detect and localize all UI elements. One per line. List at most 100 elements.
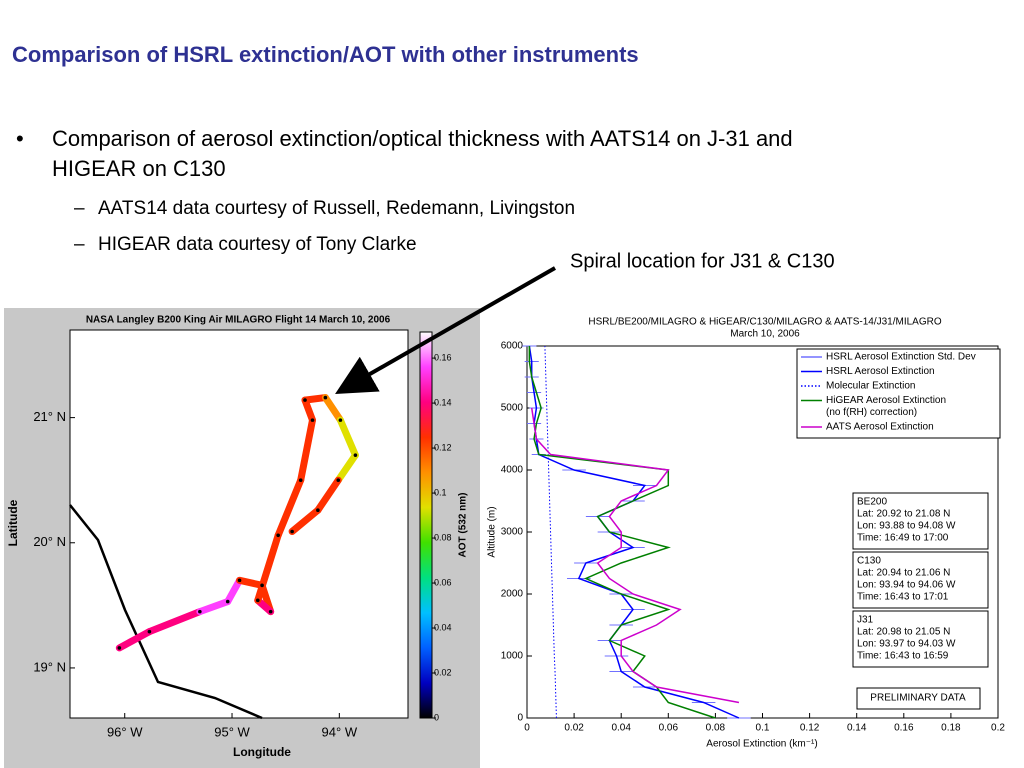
track-point (147, 629, 152, 634)
sub-bullet-text: HIGEAR data courtesy of Tony Clarke (98, 234, 417, 255)
series-line (528, 346, 716, 719)
info-box-line: Time: 16:43 to 17:01 (857, 592, 949, 603)
map-y-tick-label: 20° N (33, 534, 66, 549)
track-point (303, 398, 307, 402)
track-point (336, 478, 341, 482)
track-point (316, 508, 320, 513)
x-tick-label: 0.16 (894, 723, 914, 734)
y-tick-label: 3000 (501, 527, 524, 538)
map-x-tick-label: 95° W (214, 724, 250, 739)
note: PRELIMINARY DATA (870, 693, 966, 704)
x-tick-label: 0.2 (991, 723, 1005, 734)
y-tick-label: 1000 (501, 651, 524, 662)
sub-bullet-dash: – (74, 234, 85, 255)
y-tick-label: 5000 (501, 403, 524, 414)
info-box-line: Lon: 93.94 to 94.06 W (857, 580, 956, 591)
x-tick-label: 0.02 (564, 723, 584, 734)
track-point (255, 598, 260, 603)
track-point (225, 599, 230, 604)
map-y-label: Latitude (6, 499, 20, 546)
colorbar-tick-label: 0.12 (434, 442, 452, 452)
y-tick-label: 6000 (501, 341, 524, 352)
info-box-title: J31 (857, 615, 874, 626)
track-segment (115, 628, 153, 652)
y-tick-label: 0 (517, 713, 523, 724)
track-segment (274, 476, 305, 539)
legend-label: AATS Aerosol Extinction (826, 422, 934, 433)
x-tick-label: 0.06 (659, 723, 679, 734)
colorbar-tick-label: 0 (434, 712, 439, 722)
x-tick-label: 0.14 (847, 723, 867, 734)
bullet-dot: • (16, 126, 24, 151)
track-point (117, 646, 122, 650)
legend-box (796, 348, 1001, 439)
series-line (530, 407, 740, 704)
info-box-title: BE200 (857, 497, 887, 508)
track-segment (336, 416, 359, 459)
sub-bullet-text: AATS14 data courtesy of Russell, Redeman… (98, 198, 575, 219)
track-segment (297, 416, 317, 484)
x-axis-label: Aerosol Extinction (km⁻¹) (706, 739, 817, 750)
sub-bullet-dash: – (74, 198, 85, 219)
info-box-line: Lat: 20.98 to 21.05 N (857, 627, 950, 638)
colorbar-tick-label: 0.1 (434, 487, 447, 497)
colorbar-tick-label: 0.06 (434, 577, 452, 587)
arrow (335, 266, 556, 394)
track-segment (314, 476, 342, 514)
map-x-tick-label: 96° W (107, 724, 143, 739)
y-tick-label: 4000 (501, 465, 524, 476)
track-point (290, 529, 294, 534)
info-box-title: C130 (857, 556, 881, 567)
track-segment (288, 506, 322, 536)
x-tick-label: 0 (524, 723, 530, 734)
colorbar-tick-label: 0.14 (434, 397, 452, 407)
colorbar-tick-label: 0.04 (434, 622, 452, 632)
info-box (852, 551, 989, 609)
map-plot-area (69, 329, 409, 719)
chart-title: HSRL/BE200/MILAGRO & HiGEAR/C130/MILAGRO… (588, 317, 941, 328)
x-tick-label: 0.04 (611, 723, 631, 734)
track-segment (334, 451, 359, 484)
map-figure: NASA Langley B200 King Air MILAGRO Fligh… (4, 308, 480, 768)
colorbar-label: AOT (532 nm) (458, 492, 469, 557)
legend-label: HSRL Aerosol Extinction Std. Dev (826, 352, 976, 363)
map-y-tick-label: 19° N (33, 659, 66, 674)
coastline (69, 504, 263, 720)
slide-title: Comparison of HSRL extinction/AOT with o… (12, 42, 639, 67)
annotation: Spiral location for J31 & C130 (570, 250, 835, 272)
track-segment (236, 576, 266, 589)
map-x-label: Longitude (233, 745, 291, 759)
track-segment (224, 576, 244, 606)
track-segment (321, 394, 344, 424)
x-tick-label: 0.12 (800, 723, 820, 734)
track-point (268, 609, 273, 614)
x-tick-label: 0.18 (941, 723, 961, 734)
legend-label: HiGEAR Aerosol Extinction (826, 395, 946, 406)
note-box (856, 687, 981, 710)
track-point (276, 533, 280, 538)
info-box-line: Lon: 93.88 to 94.08 W (857, 521, 956, 532)
chart-title: March 10, 2006 (730, 329, 800, 340)
info-box-line: Time: 16:43 to 16:59 (857, 651, 949, 662)
track-point (323, 395, 328, 400)
legend-label: HSRL Aerosol Extinction (826, 366, 935, 377)
colorbar-tick-label: 0.16 (434, 352, 452, 362)
track-point (237, 578, 242, 583)
profile-chart: HSRL/BE200/MILAGRO & HiGEAR/C130/MILAGRO… (486, 308, 1024, 768)
track-point (310, 418, 315, 422)
track-segment (254, 531, 282, 604)
info-box (852, 610, 989, 668)
colorbar (419, 331, 433, 719)
map-y-tick-label: 21° N (33, 409, 66, 424)
map-x-tick-label: 94° W (322, 724, 358, 739)
y-tick-label: 2000 (501, 589, 524, 600)
bullet-text: Comparison of aerosol extinction/optical… (52, 126, 793, 151)
track-point (338, 418, 343, 422)
track-point (260, 583, 264, 588)
colorbar-tick-label: 0.08 (434, 532, 452, 542)
x-tick-label: 0.1 (756, 723, 770, 734)
info-box-line: Lon: 93.97 to 94.03 W (857, 639, 956, 650)
info-box-line: Lat: 20.94 to 21.06 N (857, 568, 950, 579)
legend-label: Molecular Extinction (826, 381, 915, 392)
